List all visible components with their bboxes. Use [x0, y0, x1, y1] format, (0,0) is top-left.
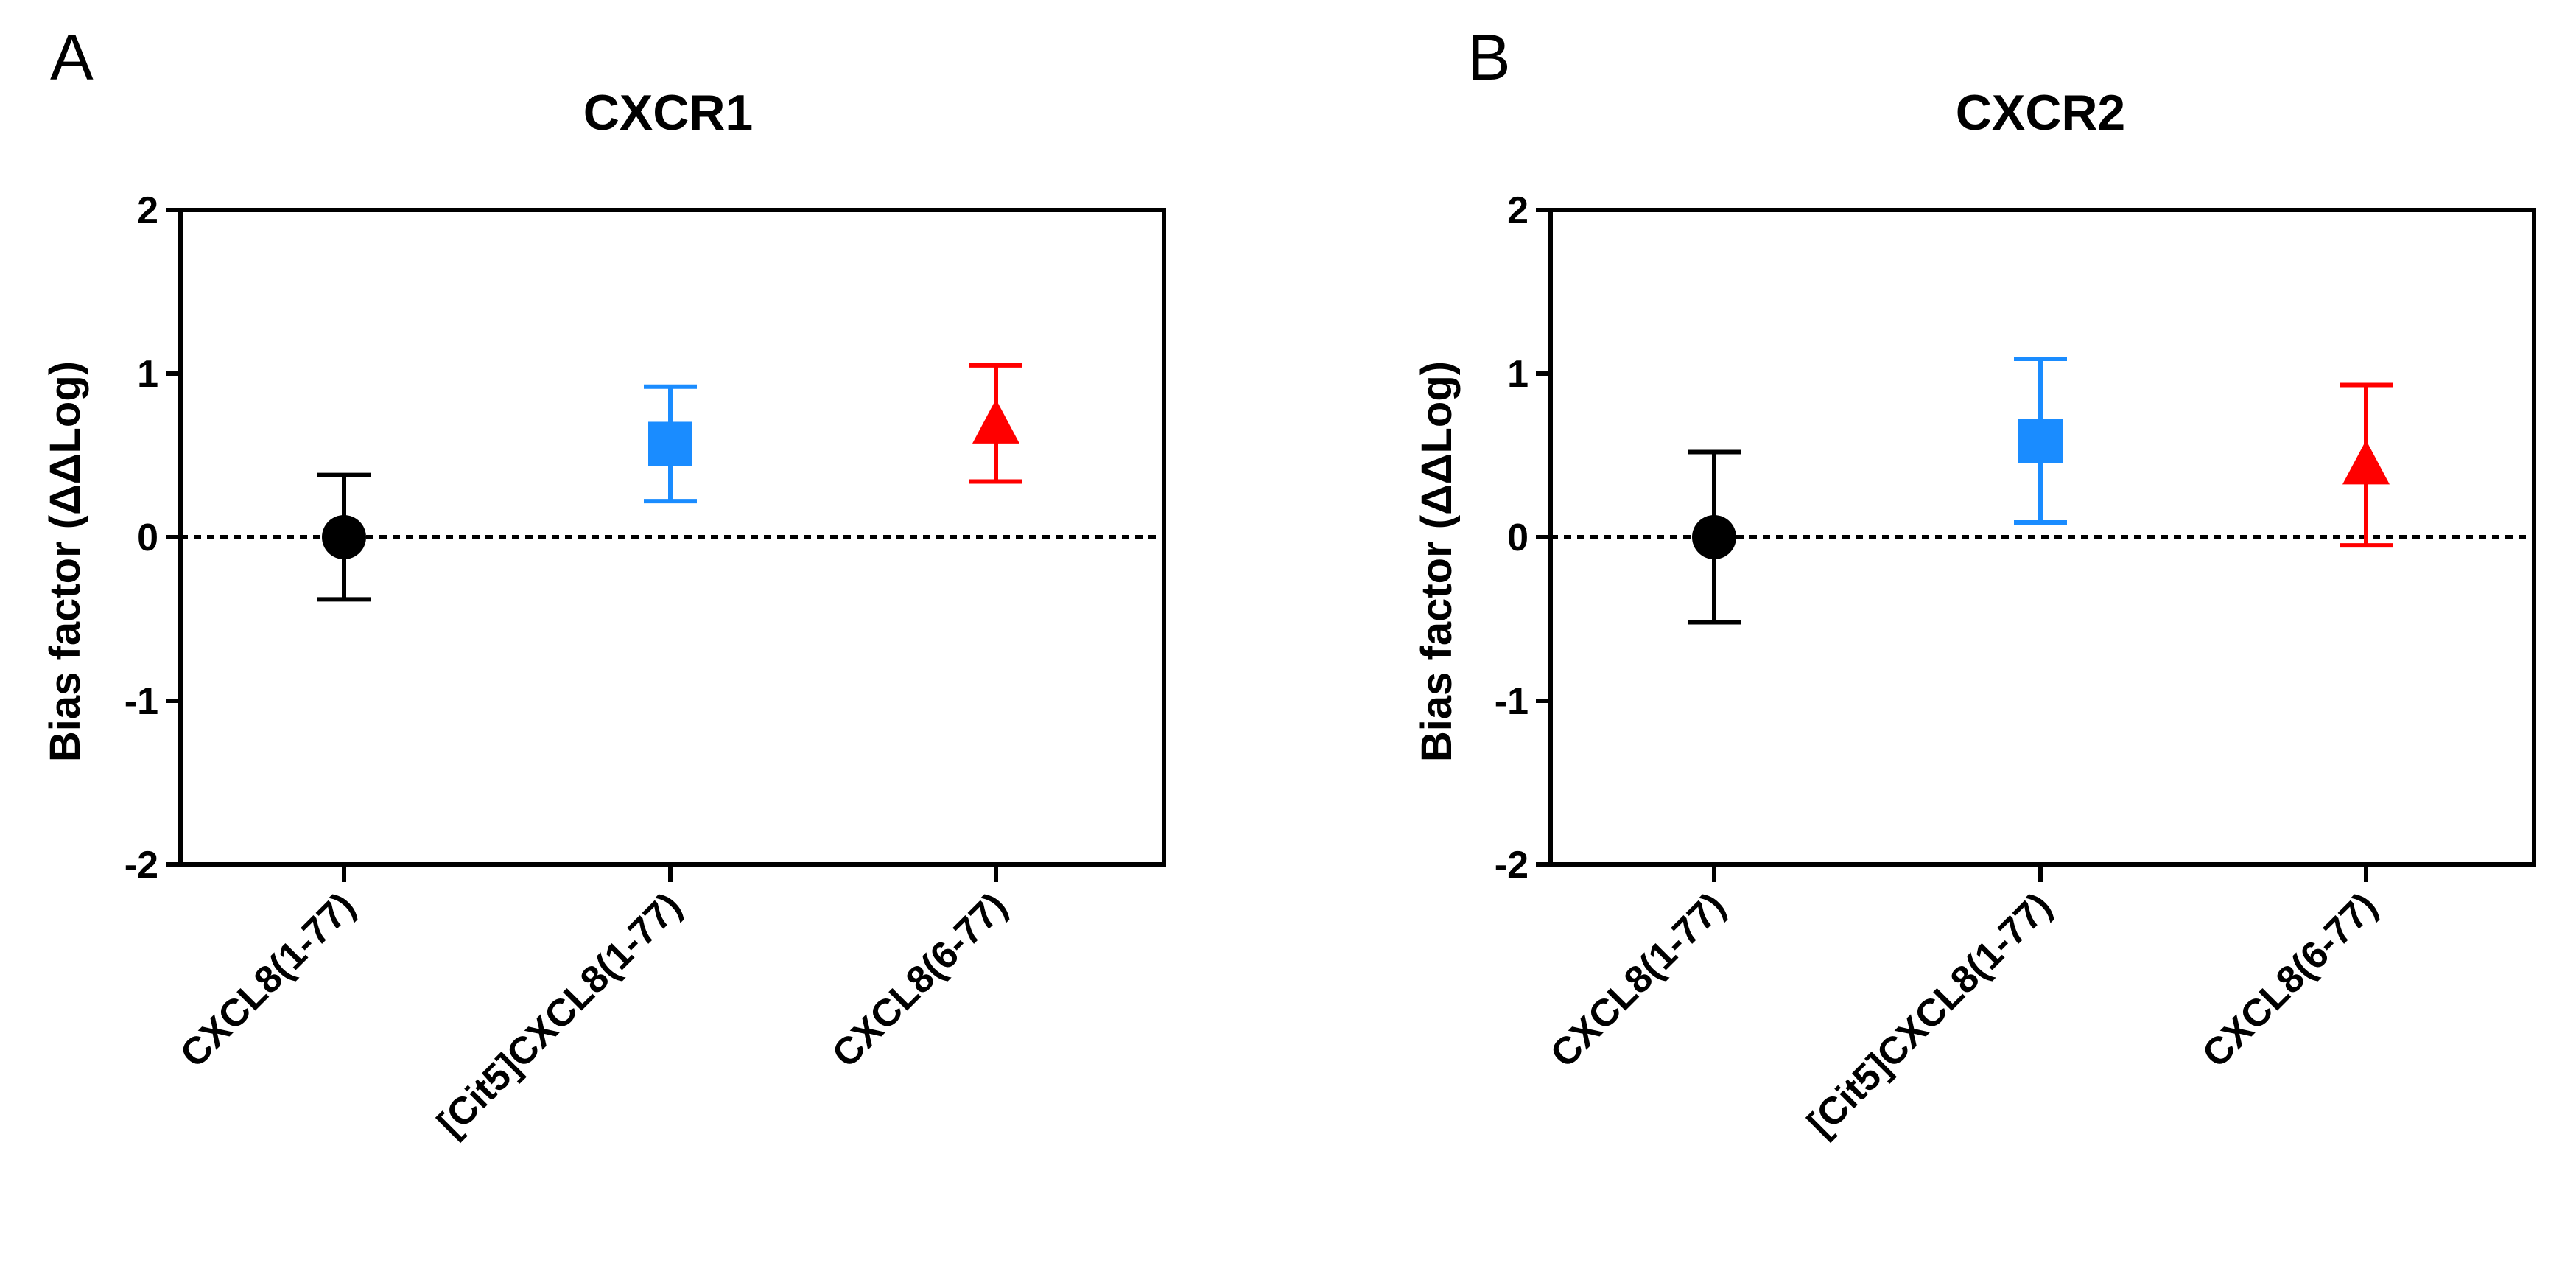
- plot-area: 2 1 0 -1 -2 CXCL8(1-77) [Cit5]CXCL8(1-77) CXCL8…: [1495, 189, 2536, 1145]
- data-point-circle: [1692, 515, 1736, 559]
- x-tick-label: [Cit5]CXCL8(1-77): [1800, 884, 2060, 1145]
- y-tick-label: -1: [124, 680, 158, 723]
- y-tick-label: -1: [1495, 680, 1529, 723]
- y-tick-label: 1: [1507, 353, 1529, 396]
- y-tick-label: 2: [1507, 189, 1529, 232]
- data-point-circle: [322, 515, 366, 559]
- x-tick-label: CXCL8(6-77): [2194, 884, 2386, 1076]
- panel-b: B CXCR2 Bias factor (ΔΔLog) 2 1 0 -1 -2 CXCL8…: [1413, 21, 2536, 1145]
- chart-title: CXCR2: [1956, 85, 2126, 141]
- data-point-square: [2018, 419, 2063, 463]
- x-tick-label: CXCL8(1-77): [172, 884, 364, 1076]
- y-tick-label: -2: [1495, 844, 1529, 886]
- x-tick-label: CXCL8(6-77): [824, 884, 1016, 1076]
- panel-a: A CXCR1 Bias factor (ΔΔLog) 2 1 0 -1 -2 CXCL8…: [41, 21, 1166, 1145]
- x-tick-label: CXCL8(1-77): [1543, 884, 1734, 1076]
- data-point-square: [648, 421, 692, 466]
- plot-area: 2 1 0 -1 -2 CXCL8(1-77) [Cit5]CXCL8(1-77) CXCL8…: [124, 189, 1166, 1145]
- y-axis-label: Bias factor (ΔΔLog): [41, 361, 89, 762]
- y-axis-label: Bias factor (ΔΔLog): [1413, 361, 1461, 762]
- chart-title: CXCR1: [583, 85, 754, 141]
- data-point-triangle: [2342, 440, 2390, 485]
- y-tick-label: 0: [1507, 517, 1529, 559]
- y-tick-label: 0: [137, 517, 158, 559]
- panel-letter: A: [50, 21, 94, 94]
- y-tick-label: 2: [137, 189, 158, 232]
- y-tick-label: -2: [124, 844, 158, 886]
- x-tick-label: [Cit5]CXCL8(1-77): [429, 884, 690, 1145]
- panel-letter: B: [1467, 21, 1511, 94]
- y-tick-label: 1: [137, 353, 158, 396]
- data-point-triangle: [972, 399, 1019, 444]
